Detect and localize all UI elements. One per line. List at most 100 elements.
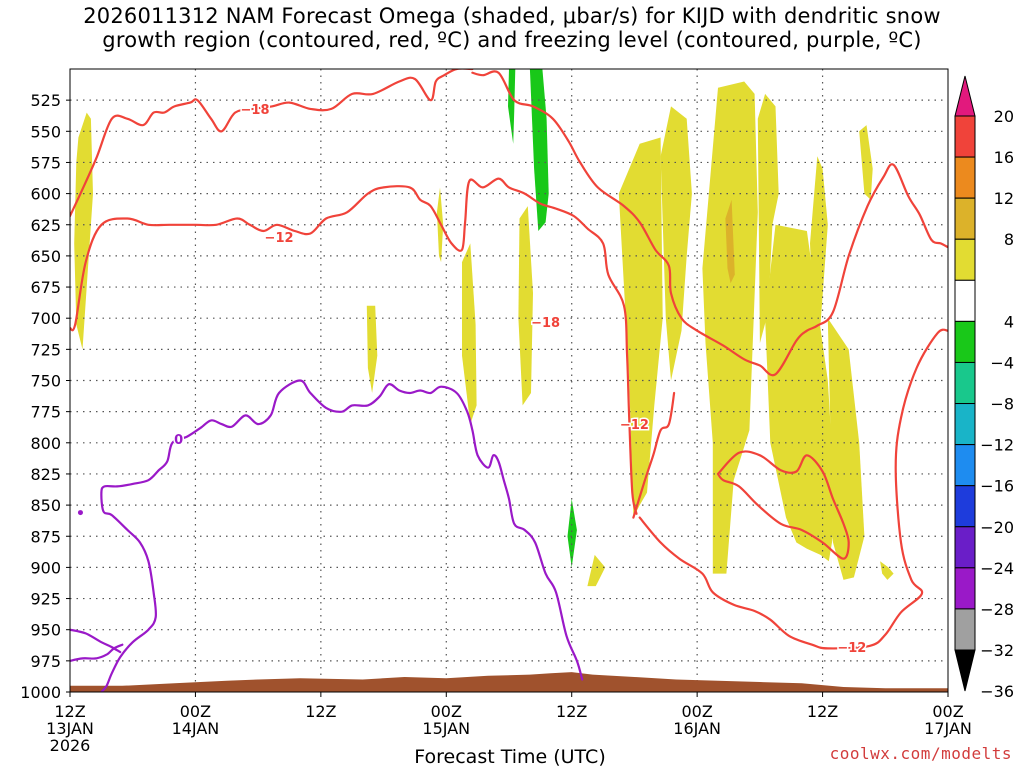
y-tick-label: 725 — [30, 340, 61, 359]
x-axis-title: Forecast Time (UTC) — [414, 746, 605, 768]
omega-region-5 — [587, 554, 606, 587]
colorbar-bin — [954, 403, 976, 446]
terrain-fill — [70, 672, 948, 692]
y-tick-label: 775 — [30, 403, 61, 422]
colorbar-label: −24 — [980, 559, 1014, 578]
colorbar-label: −8 — [990, 395, 1014, 414]
y-tick-label: 625 — [30, 216, 61, 235]
colorbar-label: 4 — [1004, 312, 1014, 331]
credit-text: coolwx.com/modelts — [829, 744, 1012, 763]
omega-region-6 — [618, 137, 663, 518]
x-tick-label: 00Z — [681, 702, 712, 721]
x-tick-label: 13JAN — [46, 719, 94, 738]
omega-region-17 — [529, 69, 549, 231]
y-tick-label: 750 — [30, 372, 61, 391]
chart-title: 2026011312 NAM Forecast Omega (shaded, μ… — [0, 4, 1024, 52]
y-tick-label: 1000 — [20, 683, 61, 702]
contour-label: −12 — [620, 418, 649, 433]
colorbar-bin — [954, 485, 976, 528]
omega-region-10 — [765, 224, 837, 562]
y-tick-label: 850 — [30, 496, 61, 515]
colorbar-label: −20 — [980, 518, 1014, 537]
colorbar-bin — [954, 115, 976, 158]
y-tick-label: 525 — [30, 91, 61, 110]
contour-line-0 — [70, 69, 474, 218]
y-tick-label: 650 — [30, 247, 61, 266]
omega-region-16 — [508, 69, 516, 144]
x-tick-label: 00Z — [431, 702, 462, 721]
contour-labels: −18 −18 −12 −12 −12 0 — [173, 101, 868, 657]
omega-shading — [74, 69, 894, 587]
colorbar-bin — [954, 320, 976, 363]
x-tick-label: 00Z — [180, 702, 211, 721]
y-axis: 525 550 575 600 625 650 675 700 725 750 775 800 825 8… — [20, 91, 70, 702]
omega-region-11 — [810, 156, 828, 325]
colorbar-bin — [954, 361, 976, 405]
x-tick-label: 16JAN — [673, 719, 721, 738]
omega-region-4 — [518, 206, 533, 406]
omega-region-1 — [366, 305, 378, 393]
colorbar-bin — [954, 608, 976, 651]
contour-label: −12 — [837, 641, 866, 656]
omega-region-0 — [74, 112, 93, 350]
omega-region-18 — [567, 498, 577, 568]
colorbar-label: 16 — [994, 148, 1014, 167]
contour-lines — [70, 69, 948, 692]
colorbar-bin — [954, 526, 976, 569]
y-tick-label: 875 — [30, 527, 61, 546]
y-tick-label: 900 — [30, 558, 61, 577]
y-tick-label: 550 — [30, 122, 61, 141]
contour-line-3 — [632, 391, 676, 519]
terrain-layer — [70, 672, 948, 692]
colorbar-bin — [954, 444, 976, 487]
x-tick-label: 12Z — [556, 702, 587, 721]
omega-region-9 — [757, 93, 779, 344]
x-tick-label: 15JAN — [422, 719, 470, 738]
colorbar-bin — [954, 156, 976, 199]
colorbar: 20 16 12 8 4 −4 −8 −12 −16 −20 −24 −28 −32 −36 — [954, 75, 1014, 701]
y-tick-label: 950 — [30, 621, 61, 640]
y-tick-label: 925 — [30, 590, 61, 609]
contour-label: 0 — [174, 433, 183, 448]
colorbar-arrow-top — [954, 75, 976, 117]
omega-region-14 — [880, 561, 894, 580]
omega-region-15 — [725, 199, 735, 284]
colorbar-label: 12 — [994, 189, 1014, 208]
colorbar-label: −36 — [980, 682, 1014, 701]
colorbar-bin — [954, 567, 976, 610]
contour-line-6 — [100, 379, 584, 692]
colorbar-label: −28 — [980, 600, 1014, 619]
y-tick-label: 600 — [30, 185, 61, 204]
y-tick-label: 975 — [30, 652, 61, 671]
x-tick-label: 2026 — [50, 736, 91, 755]
colorbar-label: 8 — [1004, 230, 1014, 249]
y-tick-label: 675 — [30, 278, 61, 297]
contour-line-4 — [638, 328, 948, 650]
omega-region-7 — [660, 106, 692, 381]
x-tick-label: 12Z — [305, 702, 336, 721]
x-tick-label: 00Z — [932, 702, 963, 721]
x-tick-label: 12Z — [807, 702, 838, 721]
contour-label: −12 — [265, 231, 294, 246]
contour-label: −18 — [531, 316, 560, 331]
omega-region-12 — [827, 318, 865, 580]
y-tick-label: 825 — [30, 465, 61, 484]
contour-line-8 — [70, 628, 122, 654]
x-tick-label: 12Z — [54, 702, 85, 721]
omega-region-8 — [702, 81, 758, 574]
colorbar-bin — [954, 197, 976, 240]
chart-title-line-2: growth region (contoured, red, ºC) and f… — [102, 28, 922, 52]
contour-line-1 — [471, 70, 948, 377]
colorbar-label: 20 — [994, 107, 1014, 126]
y-tick-label: 700 — [30, 309, 61, 328]
omega-region-3 — [462, 243, 477, 425]
colorbar-label: −32 — [980, 641, 1014, 660]
omega-region-13 — [859, 125, 873, 200]
contour-line-2 — [70, 177, 638, 515]
colorbar-label: −16 — [980, 477, 1014, 496]
freezing-point-marker — [77, 510, 83, 516]
y-tick-label: 575 — [30, 153, 61, 172]
x-tick-label: 17JAN — [924, 719, 972, 738]
